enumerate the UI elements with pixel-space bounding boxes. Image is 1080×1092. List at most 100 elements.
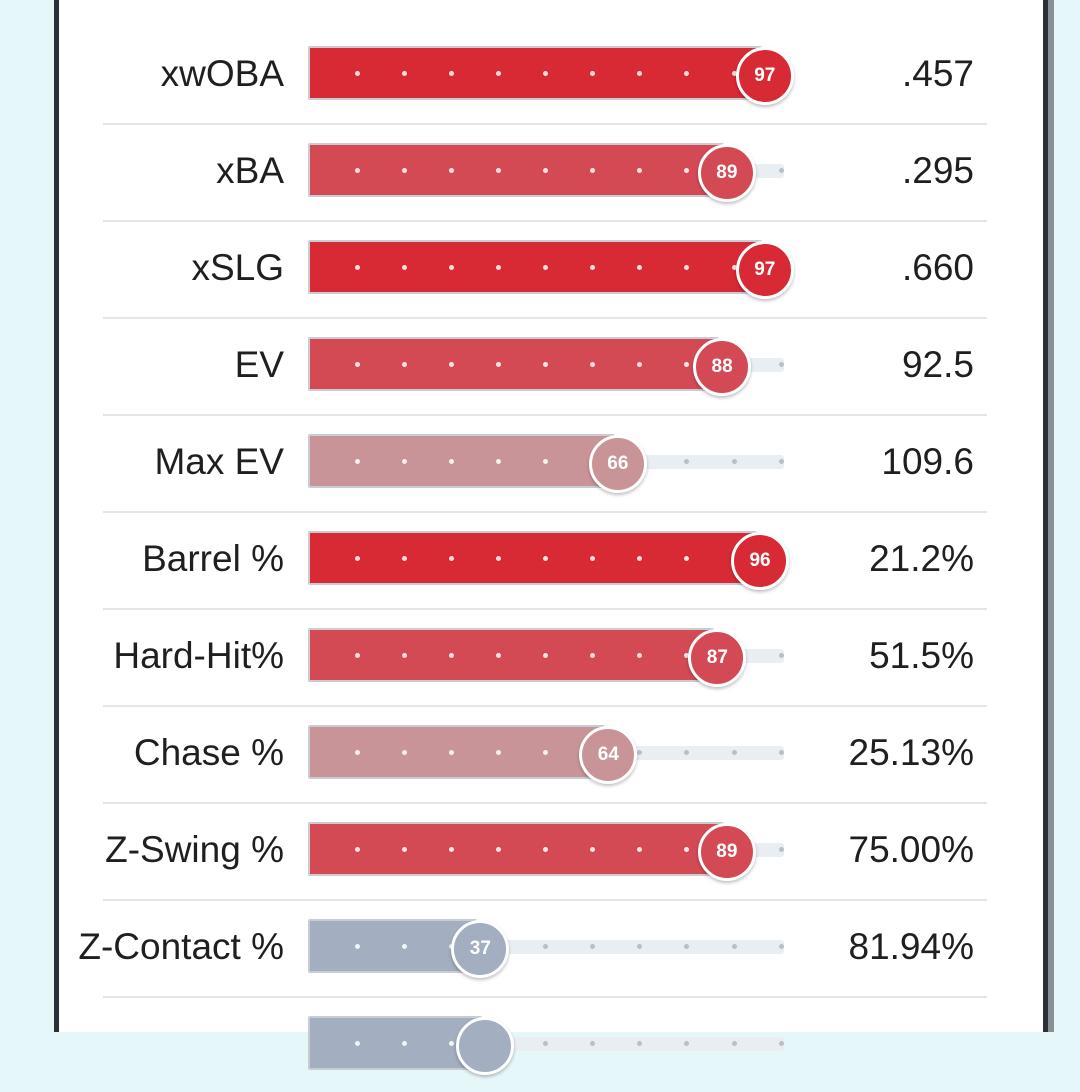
tick-dot	[637, 944, 642, 949]
bar-tick-dots	[308, 71, 788, 77]
tick-dot	[402, 459, 407, 464]
bar-tick-dots	[308, 750, 788, 756]
tick-dot	[402, 750, 407, 755]
metric-value: 21.2%	[869, 538, 974, 579]
tick-dot	[355, 362, 360, 367]
tick-dot	[402, 847, 407, 852]
tick-dot	[355, 750, 360, 755]
percentile-badge: 37	[451, 920, 510, 978]
row-divider	[103, 123, 987, 125]
tick-dot	[496, 71, 501, 76]
tick-dot	[637, 556, 642, 561]
tick-dot	[543, 653, 548, 658]
tick-dot	[590, 847, 595, 852]
tick-dot	[496, 265, 501, 270]
tick-dot	[590, 944, 595, 949]
percentile-badge	[456, 1017, 515, 1075]
metric-label: EV	[234, 344, 284, 385]
tick-dot	[684, 556, 689, 561]
metric-label: Hard-Hit%	[113, 635, 284, 676]
metric-value: .660	[901, 247, 974, 288]
tick-dot	[496, 459, 501, 464]
metric-value: 92.5	[901, 344, 974, 385]
row-divider	[103, 996, 987, 998]
metric-row: Hard-Hit% 87 51.5%	[0, 607, 1080, 707]
tick-dot	[637, 265, 642, 270]
metric-row: xwOBA 97 .457	[0, 25, 1080, 125]
tick-dot	[402, 265, 407, 270]
tick-dot	[684, 265, 689, 270]
tick-dot	[449, 168, 454, 173]
metric-row	[0, 995, 1080, 1092]
tick-dot	[355, 168, 360, 173]
row-divider	[103, 511, 987, 513]
tick-dot	[590, 653, 595, 658]
tick-dot	[402, 1041, 407, 1046]
tick-dot	[732, 71, 737, 76]
row-divider	[103, 414, 987, 416]
tick-dot	[355, 265, 360, 270]
tick-dot	[779, 168, 784, 173]
tick-dot	[355, 556, 360, 561]
tick-dot	[543, 750, 548, 755]
row-divider	[103, 608, 987, 610]
tick-dot	[590, 265, 595, 270]
tick-dot	[684, 847, 689, 852]
metric-label: Z-Contact %	[78, 926, 284, 967]
metric-label: Barrel %	[142, 538, 284, 579]
percentile-badge: 89	[697, 823, 756, 881]
tick-dot	[496, 362, 501, 367]
tick-dot	[732, 944, 737, 949]
tick-dot	[779, 750, 784, 755]
metric-value: 25.13%	[848, 732, 975, 773]
metric-row: Chase % 64 25.13%	[0, 704, 1080, 804]
metric-row: EV 88 92.5	[0, 316, 1080, 416]
tick-dot	[355, 459, 360, 464]
metric-row: Z-Swing % 89 75.00%	[0, 801, 1080, 901]
metric-value: 51.5%	[869, 635, 974, 676]
tick-dot	[543, 71, 548, 76]
metric-row: Z-Contact % 37 81.94%	[0, 898, 1080, 998]
row-divider	[103, 802, 987, 804]
tick-dot	[779, 1041, 784, 1046]
tick-dot	[449, 459, 454, 464]
tick-dot	[684, 1041, 689, 1046]
tick-dot	[496, 653, 501, 658]
percentile-badge: 89	[697, 144, 756, 202]
metric-value: .295	[901, 150, 974, 191]
bar-tick-dots	[308, 265, 788, 271]
metric-row: xSLG 97 .660	[0, 219, 1080, 319]
tick-dot	[779, 944, 784, 949]
bar-tick-dots	[308, 459, 788, 465]
tick-dot	[402, 944, 407, 949]
row-divider	[103, 705, 987, 707]
tick-dot	[684, 362, 689, 367]
tick-dot	[637, 168, 642, 173]
tick-dot	[732, 750, 737, 755]
percentile-bar	[308, 143, 724, 197]
row-divider	[103, 220, 987, 222]
metric-label: xBA	[216, 150, 284, 191]
tick-dot	[496, 750, 501, 755]
tick-dot	[449, 71, 454, 76]
tick-dot	[543, 556, 548, 561]
metric-value: 109.6	[881, 441, 974, 482]
metric-row: Max EV 66 109.6	[0, 413, 1080, 513]
tick-dot	[543, 459, 548, 464]
tick-dot	[732, 1041, 737, 1046]
tick-dot	[496, 556, 501, 561]
tick-dot	[590, 1041, 595, 1046]
metric-value: 81.94%	[848, 926, 975, 967]
tick-dot	[449, 1041, 454, 1046]
percentile-bar	[308, 628, 715, 682]
tick-dot	[637, 750, 642, 755]
row-divider	[103, 899, 987, 901]
row-divider	[103, 317, 987, 319]
tick-dot	[637, 362, 642, 367]
tick-dot	[355, 944, 360, 949]
percentile-badge: 97	[735, 241, 794, 299]
metric-label: Max EV	[154, 441, 284, 482]
tick-dot	[684, 750, 689, 755]
tick-dot	[355, 847, 360, 852]
percentile-bar	[308, 822, 724, 876]
